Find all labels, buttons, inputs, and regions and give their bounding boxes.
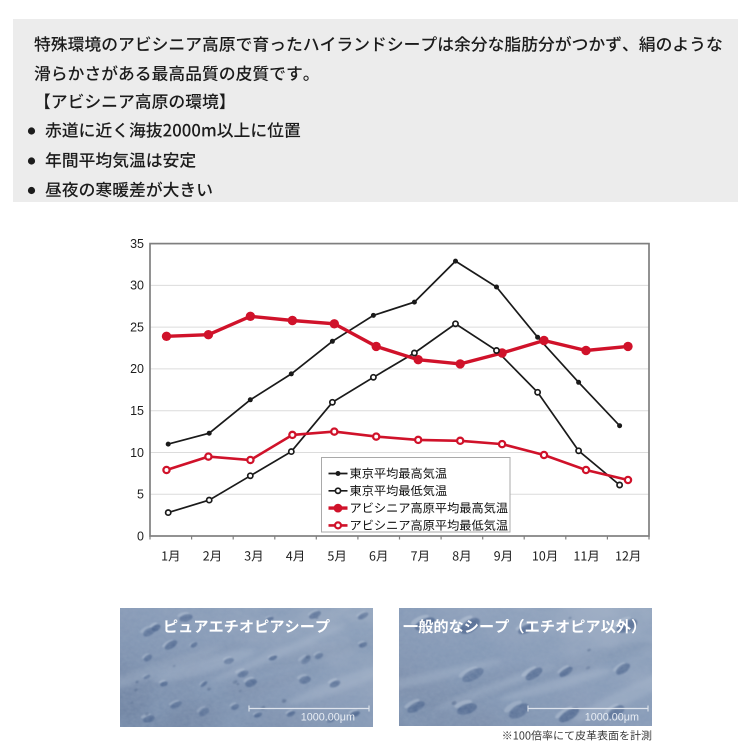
svg-text:25: 25 — [130, 320, 144, 334]
svg-text:15: 15 — [130, 404, 144, 418]
svg-text:10: 10 — [130, 446, 144, 460]
svg-text:1000.00μm: 1000.00μm — [301, 712, 355, 724]
svg-text:0: 0 — [137, 529, 144, 543]
svg-text:20: 20 — [130, 362, 144, 376]
svg-text:1000.00μm: 1000.00μm — [585, 712, 639, 724]
svg-text:5: 5 — [137, 488, 144, 502]
svg-text:30: 30 — [130, 279, 144, 293]
svg-text:35: 35 — [130, 237, 144, 251]
